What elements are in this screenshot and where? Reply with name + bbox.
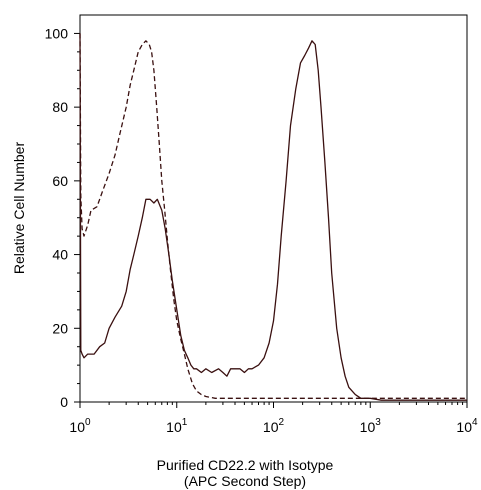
series-lines — [79, 33, 467, 401]
x-tick-label: 104 — [456, 417, 478, 435]
plot-frame — [79, 14, 468, 403]
y-tick-label: 100 — [45, 25, 69, 41]
y-tick-label: 80 — [52, 99, 68, 115]
x-axis-tick-labels: 100 101 102 103 104 — [69, 417, 478, 435]
x-tick-label: 101 — [166, 417, 188, 435]
y-tick-label: 60 — [52, 173, 68, 189]
isotype-control-line — [79, 33, 467, 399]
cd22-stained-line — [79, 33, 467, 401]
x-axis-title-line2: (APC Second Step) — [184, 473, 306, 489]
x-tick-label: 100 — [69, 417, 91, 435]
x-tick-label: 102 — [263, 417, 285, 435]
y-tick-label: 40 — [52, 247, 68, 263]
y-axis-ticks — [74, 32, 80, 403]
y-axis-title: Relative Cell Number — [11, 142, 27, 275]
x-axis-title-line1: Purified CD22.2 with Isotype — [157, 457, 334, 473]
x-tick-label: 103 — [360, 417, 382, 435]
y-axis-tick-labels: 0 20 40 60 80 100 — [45, 25, 69, 410]
x-axis-ticks — [79, 402, 468, 408]
y-tick-label: 0 — [60, 394, 68, 410]
y-tick-label: 20 — [52, 320, 68, 336]
